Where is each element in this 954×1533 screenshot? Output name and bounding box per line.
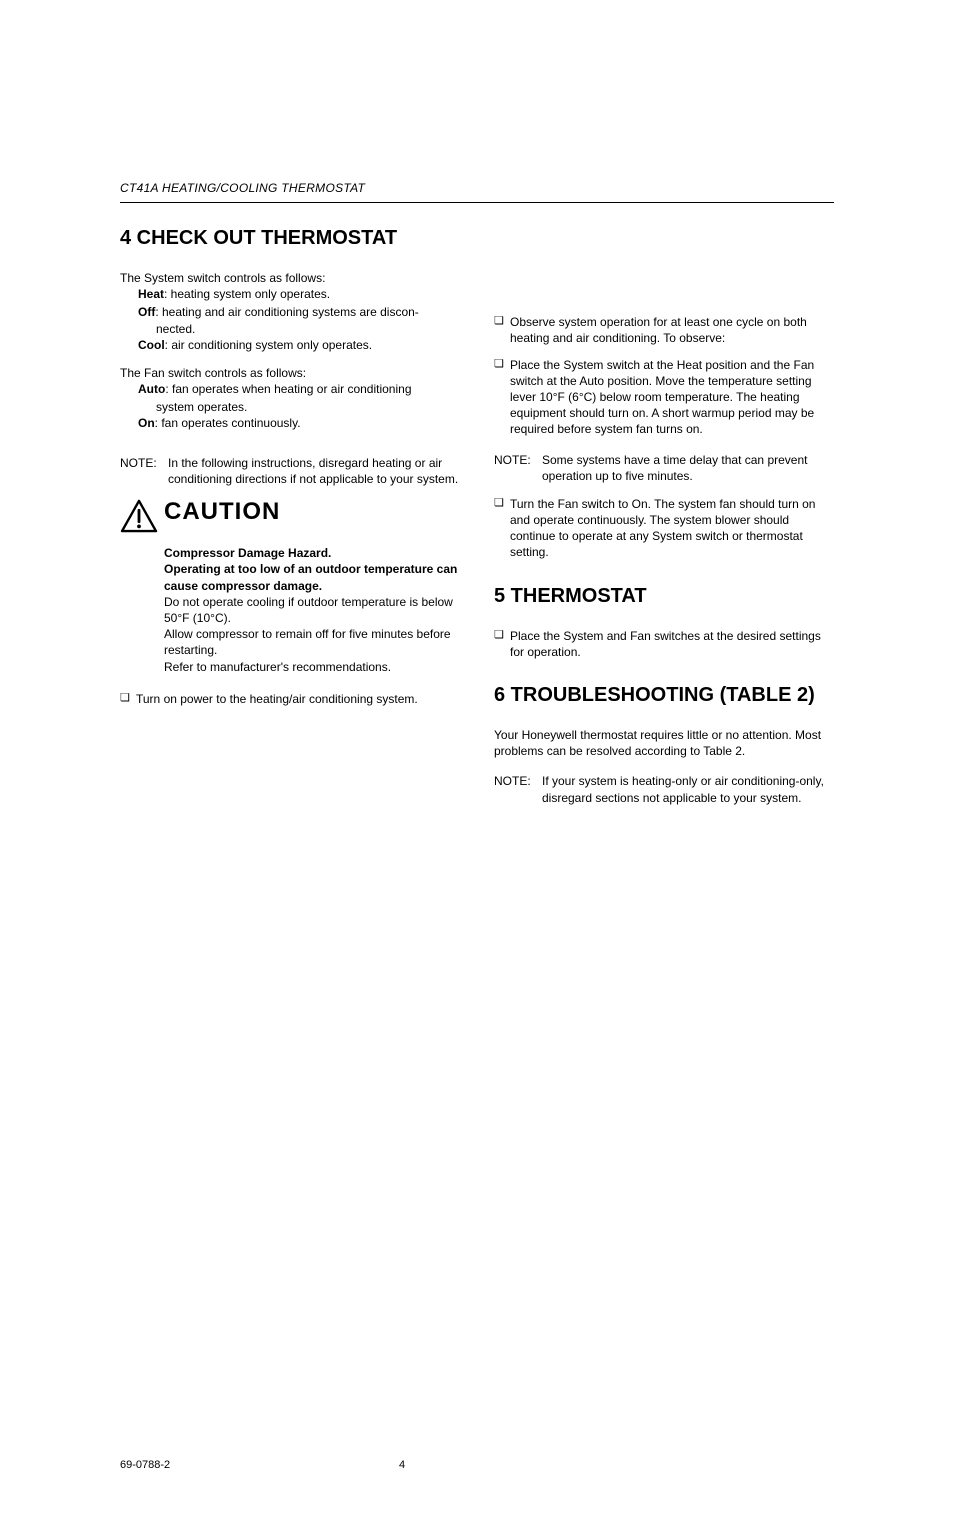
section-6-heading: 6 TROUBLESHOOTING (TABLE 2) [494, 682, 834, 709]
checkbox-icon: ❏ [494, 314, 510, 346]
checkbox-icon: ❏ [120, 691, 136, 707]
fan-switch-intro: The Fan switch controls as follows: Auto… [120, 365, 460, 431]
caution-line: Allow compressor to remain off for five … [164, 626, 460, 658]
note-text: In the following instructions, disregard… [168, 455, 460, 487]
def-text: : air conditioning system only operates. [165, 338, 372, 352]
page-number: 4 [399, 1458, 405, 1473]
checkbox-icon: ❏ [494, 628, 510, 660]
fan-switch-defs: Auto: fan operates when heating or air c… [120, 381, 460, 431]
warning-triangle-icon [120, 499, 158, 533]
system-switch-intro: The System switch controls as follows: H… [120, 270, 460, 353]
checklist-item: ❏ Turn the Fan switch to On. The system … [494, 496, 834, 561]
checkbox-icon: ❏ [494, 357, 510, 438]
left-column: The System switch controls as follows: H… [120, 270, 460, 818]
document-header: CT41A HEATING/COOLING THERMOSTAT [120, 180, 834, 203]
def-term: On [138, 416, 155, 430]
caution-line: Do not operate cooling if outdoor temper… [164, 594, 460, 626]
caution-heading: CAUTION [120, 499, 460, 533]
def-text: : heating system only operates. [164, 287, 330, 301]
def-term: Off [138, 305, 155, 319]
text: The Fan switch controls as follows: [120, 366, 306, 380]
note-label: NOTE: [494, 773, 542, 805]
note-block: NOTE: In the following instructions, dis… [120, 455, 460, 487]
caution-line: Operating at too low of an outdoor tempe… [164, 562, 457, 592]
note-label: NOTE: [120, 455, 168, 487]
caution-title: CAUTION [164, 499, 280, 525]
def-text-cont: system operates. [138, 399, 460, 415]
right-column: ❏ Observe system operation for at least … [494, 270, 834, 818]
section-5-heading: 5 THERMOSTAT [494, 583, 834, 610]
def-term: Heat [138, 287, 164, 301]
checklist-item: ❏ Observe system operation for at least … [494, 314, 834, 346]
checklist-item: ❏ Place the System switch at the Heat po… [494, 357, 834, 438]
para: Your Honeywell thermostat requires littl… [494, 727, 834, 759]
def-text: : heating and air conditioning systems a… [155, 305, 418, 319]
checklist-item: ❏ Turn on power to the heating/air condi… [120, 691, 460, 707]
def-text: : fan operates when heating or air condi… [165, 382, 411, 396]
def-term: Auto [138, 382, 165, 396]
page-footer: 69-0788-2 4 [120, 1458, 834, 1473]
note-label: NOTE: [494, 452, 542, 484]
def-text: : fan operates continuously. [155, 416, 301, 430]
note-block: NOTE: If your system is heating-only or … [494, 773, 834, 805]
caution-line: Compressor Damage Hazard. [164, 546, 331, 560]
section-4-heading: 4 CHECK OUT THERMOSTAT [120, 225, 834, 252]
checklist-text: Turn the Fan switch to On. The system fa… [510, 496, 834, 561]
caution-body: Compressor Damage Hazard. Operating at t… [120, 545, 460, 675]
note-text: If your system is heating-only or air co… [542, 773, 834, 805]
checklist-item: ❏ Place the System and Fan switches at t… [494, 628, 834, 660]
note-text: Some systems have a time delay that can … [542, 452, 834, 484]
def-term: Cool [138, 338, 165, 352]
two-column-layout: The System switch controls as follows: H… [120, 270, 834, 818]
system-switch-defs: Heat: heating system only operates. Off:… [120, 286, 460, 353]
checklist-text: Place the System and Fan switches at the… [510, 628, 834, 660]
caution-line: Refer to manufacturer's recommendations. [164, 659, 460, 675]
checklist-text: Turn on power to the heating/air conditi… [136, 691, 460, 707]
checkbox-icon: ❏ [494, 496, 510, 561]
note-block: NOTE: Some systems have a time delay tha… [494, 452, 834, 484]
checklist-text: Observe system operation for at least on… [510, 314, 834, 346]
text: The System switch controls as follows: [120, 271, 325, 285]
doc-number: 69-0788-2 [120, 1458, 170, 1473]
def-text-cont: nected. [138, 321, 460, 337]
checklist-text: Place the System switch at the Heat posi… [510, 357, 834, 438]
